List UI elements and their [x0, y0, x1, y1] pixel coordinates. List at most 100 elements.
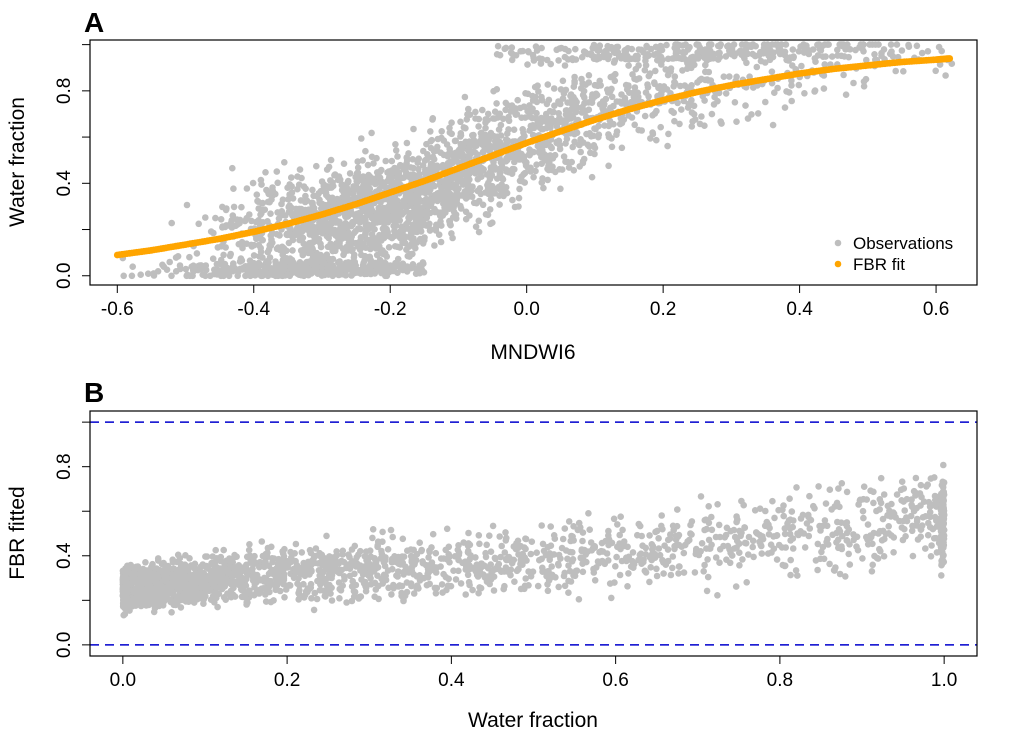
- panel-a-observation-point: [720, 73, 728, 80]
- panel-a-observation-point: [519, 47, 527, 55]
- panel-b-observation-point: [476, 540, 483, 548]
- panel-a-observation-point: [144, 270, 152, 278]
- panel-a-observation-point: [642, 54, 649, 61]
- panel-b-observation-point: [527, 573, 535, 580]
- panel-a-observation-point: [761, 59, 769, 66]
- panel-b-observation-point: [130, 564, 137, 571]
- panel-b-observation-point: [152, 597, 160, 605]
- panel-a-observation-point: [288, 210, 296, 217]
- panel-a-observation-point: [446, 124, 453, 132]
- panel-a-observation-point: [679, 42, 686, 49]
- panel-a-observation-point: [685, 100, 692, 108]
- panel-b-observation-point: [606, 580, 614, 587]
- panel-a-observation-point: [333, 266, 340, 273]
- panel-a-observation-point: [788, 77, 795, 84]
- panel-a-observation-point: [403, 156, 411, 164]
- panel-a-observation-point: [195, 220, 202, 228]
- panel-a-observation-point: [210, 229, 217, 237]
- panel-b-observation-point: [242, 582, 250, 589]
- panel-a-observation-point: [403, 139, 411, 147]
- panel-a-observation-point: [628, 114, 636, 121]
- panel-a-observation-point: [863, 56, 870, 64]
- panel-b-observation-point: [736, 540, 743, 547]
- panel-b-observation-point: [658, 512, 665, 519]
- panel-a-observation-point: [700, 49, 708, 57]
- panel-a-observation-point: [512, 52, 520, 59]
- panel-a-observation-point: [842, 91, 850, 98]
- panel-a-observation-point: [335, 271, 343, 279]
- panel-a-observation-point: [199, 271, 206, 279]
- panel-a-observation-point: [743, 59, 750, 67]
- panel-b-observation-point: [585, 510, 592, 517]
- panel-b-observation-point: [382, 576, 390, 584]
- panel-b-observation-point: [578, 546, 586, 553]
- panel-a-observation-point: [253, 191, 261, 198]
- panel-a-observation-point: [217, 216, 225, 223]
- panel-a-observation-point: [381, 250, 389, 257]
- panel-a-observation-point: [375, 204, 383, 212]
- panel-a-observation-point: [359, 157, 367, 164]
- panel-b-observation-point: [261, 575, 268, 583]
- panel-b-observation-point: [701, 516, 709, 524]
- panel-b-observation-point: [715, 521, 723, 529]
- panel-a-observation-point: [532, 43, 540, 50]
- panel-a-observation-point: [540, 184, 547, 192]
- panel-a-observation-point: [604, 42, 611, 50]
- panel-a-observation-point: [502, 99, 510, 107]
- panel-a-observation-point: [209, 255, 217, 262]
- panel-a-observation-point: [887, 41, 895, 48]
- panel-b-observation-point: [723, 524, 731, 532]
- panel-a-observation-point: [277, 261, 284, 268]
- panel-a-observation-point: [821, 61, 828, 68]
- panel-a-observation-point: [323, 191, 330, 199]
- panel-b-observation-point: [513, 567, 521, 575]
- panel-a-observation-point: [680, 97, 688, 105]
- panel-a-observation-point: [417, 207, 424, 214]
- panel-b-observation-point: [443, 586, 450, 594]
- panel-a-observation-point: [355, 266, 362, 274]
- panel-a-observation-point: [188, 263, 195, 271]
- panel-a-observation-point: [427, 138, 435, 145]
- panel-a-observation-point: [632, 65, 640, 73]
- panel-b-observation-point: [496, 533, 504, 540]
- panel-a-observation-point: [608, 143, 616, 151]
- panel-a-observation-point: [572, 45, 579, 53]
- panel-b-observation-point: [565, 589, 572, 596]
- panel-a-observation-point: [657, 53, 665, 61]
- panel-a-observation-point: [437, 218, 444, 225]
- panel-b-observation-point: [568, 558, 576, 565]
- panel-a-observation-point: [268, 229, 276, 237]
- panel-a-observation-point: [406, 253, 413, 260]
- panel-a-letter: A: [84, 7, 104, 38]
- panel-a-observation-point: [860, 78, 868, 85]
- panel-a-observation-point: [936, 61, 944, 68]
- panel-b-observation-point: [550, 532, 558, 539]
- panel-a-observation-point: [328, 184, 335, 191]
- panel-a-observation-point: [502, 184, 510, 191]
- panel-a-observation-point: [838, 41, 846, 48]
- panel-a-observation-point: [325, 163, 333, 171]
- panel-b-observation-point: [610, 515, 618, 523]
- panel-a-observation-point: [383, 272, 391, 280]
- panel-a-observation-point: [330, 200, 337, 207]
- panel-b-observation-point: [658, 522, 665, 530]
- panel-a-observation-point: [595, 122, 602, 130]
- panel-b-observation-point: [372, 586, 380, 593]
- panel-b-observation-point: [147, 570, 155, 577]
- panel-a-observation-point: [443, 141, 451, 148]
- panel-a-observation-point: [474, 151, 481, 158]
- panel-a-observation-point: [667, 68, 674, 75]
- panel-b-observation-point: [569, 549, 576, 556]
- panel-a-observation-point: [349, 218, 356, 226]
- panel-a-observation-point: [234, 268, 242, 276]
- panel-a-observation-point: [229, 267, 237, 275]
- panel-b-observation-point: [161, 588, 168, 596]
- panel-a-observation-point: [769, 49, 776, 57]
- panel-a-observation-point: [763, 49, 770, 57]
- legend-fbr-fit-marker: [834, 260, 842, 268]
- panel-b-observation-point: [213, 594, 220, 602]
- panel-a-observation-point: [479, 106, 486, 114]
- panel-a-x-tick-label: 0.6: [923, 299, 949, 320]
- panel-b-observation-point: [646, 532, 653, 539]
- panel-a-observation-point: [280, 266, 287, 273]
